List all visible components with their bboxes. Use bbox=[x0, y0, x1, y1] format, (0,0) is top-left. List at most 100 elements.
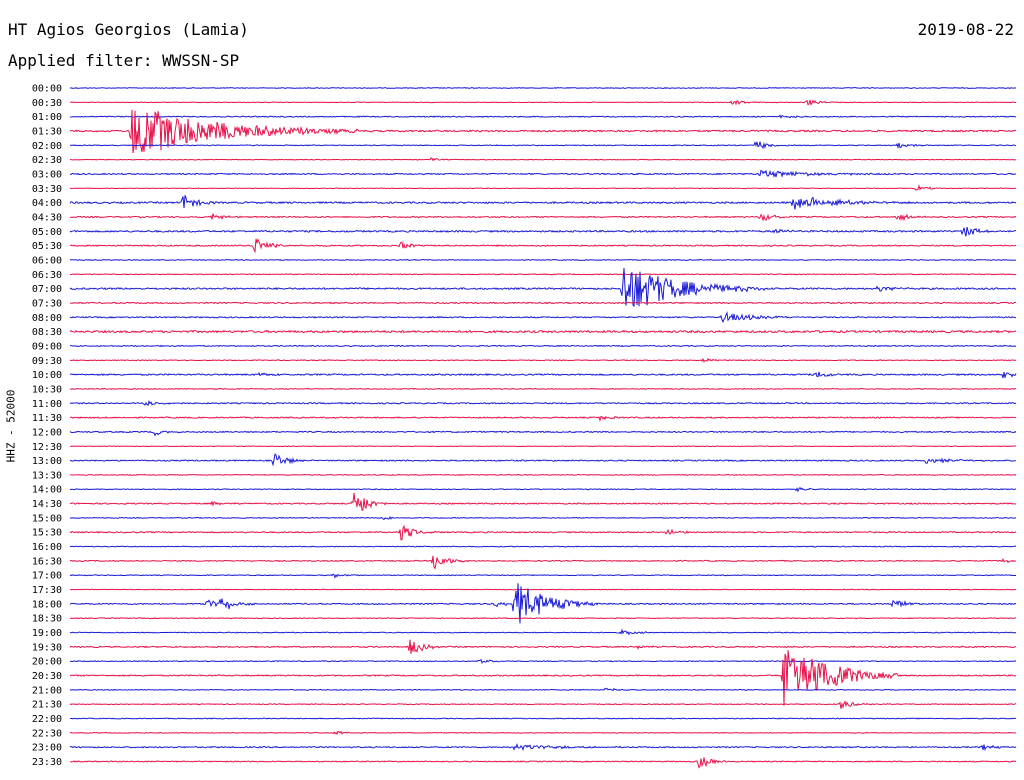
seismogram-trace bbox=[69, 524, 1017, 541]
seismogram-trace bbox=[69, 357, 1017, 363]
time-tick-label: 14:00 bbox=[32, 485, 62, 496]
time-tick-label: 17:00 bbox=[32, 571, 62, 582]
time-tick-label: 17:30 bbox=[32, 585, 62, 596]
time-tick-label: 15:30 bbox=[32, 528, 62, 539]
seismogram-trace bbox=[69, 109, 1017, 154]
seismogram-trace bbox=[69, 687, 1017, 692]
time-tick-label: 01:30 bbox=[32, 126, 62, 137]
seismogram-trace bbox=[69, 344, 1017, 348]
seismogram-trace bbox=[69, 226, 1017, 237]
seismogram-trace bbox=[69, 258, 1017, 261]
seismogram-trace bbox=[69, 169, 1017, 179]
seismogram-trace bbox=[69, 430, 1017, 437]
time-tick-label: 20:00 bbox=[32, 657, 62, 668]
time-tick-label: 10:30 bbox=[32, 384, 62, 395]
time-tick-label: 13:30 bbox=[32, 470, 62, 481]
time-tick-label: 06:30 bbox=[32, 270, 62, 281]
time-tick-label: 21:00 bbox=[32, 685, 62, 696]
time-tick-label: 19:00 bbox=[32, 628, 62, 639]
seismogram-trace bbox=[69, 516, 1017, 521]
time-tick-label: 23:00 bbox=[32, 743, 62, 754]
time-tick-label: 20:30 bbox=[32, 671, 62, 682]
time-tick-label: 14:30 bbox=[32, 499, 62, 510]
time-tick-label: 16:30 bbox=[32, 556, 62, 567]
seismogram-trace bbox=[69, 492, 1017, 511]
time-tick-label: 12:00 bbox=[32, 427, 62, 438]
seismogram-trace bbox=[69, 453, 1017, 467]
seismogram-trace bbox=[69, 86, 1017, 89]
time-tick-label: 11:30 bbox=[32, 413, 62, 424]
seismogram-trace bbox=[69, 400, 1017, 407]
time-tick-label: 00:30 bbox=[32, 98, 62, 109]
filter-label: Applied filter: WWSSN-SP bbox=[8, 51, 240, 70]
time-tick-label: 07:00 bbox=[32, 284, 62, 295]
time-tick-label: 05:30 bbox=[32, 241, 62, 252]
seismogram-trace bbox=[69, 545, 1017, 548]
seismogram-trace bbox=[69, 311, 1017, 323]
seismogram-trace bbox=[69, 268, 1017, 308]
seismogram-trace bbox=[69, 658, 1017, 664]
seismogram-trace bbox=[69, 717, 1017, 720]
seismogram-trace bbox=[69, 387, 1017, 390]
seismogram-trace bbox=[69, 743, 1017, 752]
seismogram-trace bbox=[69, 157, 1017, 162]
time-tick-label: 06:00 bbox=[32, 255, 62, 266]
seismogram-trace bbox=[69, 273, 1017, 276]
seismogram-trace bbox=[69, 99, 1017, 106]
time-tick-label: 09:30 bbox=[32, 356, 62, 367]
time-tick-label: 22:00 bbox=[32, 714, 62, 725]
time-tick-label: 23:30 bbox=[32, 757, 62, 768]
seismogram-trace bbox=[69, 473, 1017, 476]
time-tick-label: 03:30 bbox=[32, 184, 62, 195]
time-tick-label: 02:30 bbox=[32, 155, 62, 166]
seismogram-trace bbox=[69, 730, 1017, 736]
seismogram-trace bbox=[69, 213, 1017, 222]
seismogram-trace bbox=[69, 628, 1017, 636]
time-tick-label: 18:30 bbox=[32, 614, 62, 625]
seismogram-trace bbox=[69, 184, 1017, 191]
seismogram-trace bbox=[69, 238, 1017, 254]
seismogram-trace bbox=[69, 195, 1017, 210]
seismogram-trace bbox=[69, 486, 1017, 493]
seismogram-trace bbox=[69, 617, 1017, 620]
time-tick-label: 18:00 bbox=[32, 599, 62, 610]
seismogram-trace bbox=[69, 588, 1017, 591]
time-tick-label: 08:00 bbox=[32, 313, 62, 324]
time-tick-label: 07:30 bbox=[32, 298, 62, 309]
time-tick-label: 21:30 bbox=[32, 700, 62, 711]
time-tick-label: 13:00 bbox=[32, 456, 62, 467]
date-label: 2019-08-22 bbox=[917, 20, 1014, 39]
time-tick-label: 16:00 bbox=[32, 542, 62, 553]
time-tick-label: 04:30 bbox=[32, 212, 62, 223]
time-tick-label: 04:00 bbox=[32, 198, 62, 209]
time-tick-label: 01:00 bbox=[32, 112, 62, 123]
seismogram-trace bbox=[69, 371, 1017, 379]
seismogram-trace bbox=[69, 141, 1017, 150]
time-tick-label: 15:00 bbox=[32, 513, 62, 524]
time-tick-label: 09:00 bbox=[32, 341, 62, 352]
time-tick-label: 11:00 bbox=[32, 399, 62, 410]
seismogram-trace bbox=[69, 445, 1017, 448]
seismogram-trace bbox=[69, 583, 1017, 624]
seismogram-trace bbox=[69, 329, 1017, 334]
time-tick-label: 08:30 bbox=[32, 327, 62, 338]
time-tick-label: 02:00 bbox=[32, 141, 62, 152]
station-title: HT Agios Georgios (Lamia) bbox=[8, 20, 249, 39]
time-tick-label: 00:00 bbox=[32, 84, 62, 95]
seismogram-trace bbox=[69, 700, 1017, 709]
time-tick-label: 10:00 bbox=[32, 370, 62, 381]
time-tick-label: 19:30 bbox=[32, 642, 62, 653]
seismogram-trace bbox=[69, 650, 1017, 706]
time-tick-label: 12:30 bbox=[32, 442, 62, 453]
seismogram-trace bbox=[69, 639, 1017, 654]
seismogram-trace bbox=[69, 301, 1017, 305]
seismogram-trace bbox=[69, 573, 1017, 579]
seismogram-trace bbox=[69, 555, 1017, 570]
seismogram-trace bbox=[69, 114, 1017, 120]
time-tick-label: 05:00 bbox=[32, 227, 62, 238]
time-tick-label: 22:30 bbox=[32, 728, 62, 739]
time-tick-label: 03:00 bbox=[32, 169, 62, 180]
seismogram-trace bbox=[69, 415, 1017, 423]
seismogram-trace bbox=[69, 757, 1017, 769]
